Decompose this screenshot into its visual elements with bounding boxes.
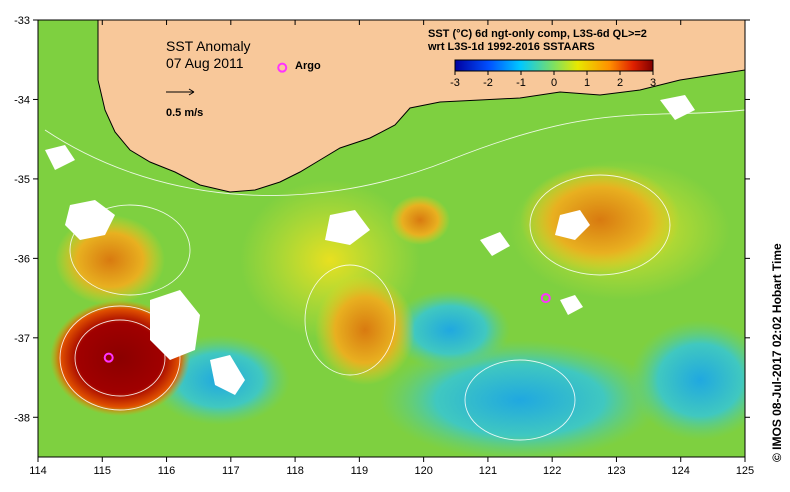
header-line-1: SST (°C) 6d ngt-only comp, L3S-6d QL>=2 <box>428 28 647 40</box>
argo-label: Argo <box>295 60 321 72</box>
y-tick-label: -33 <box>14 15 30 27</box>
map-date: 07 Aug 2011 <box>166 55 244 71</box>
x-tick-label: 114 <box>29 465 47 477</box>
x-tick-label: 115 <box>93 465 111 477</box>
argo-float-marker <box>103 352 114 363</box>
colorbar-tick-label: 3 <box>650 77 656 89</box>
cloud-mask <box>45 95 695 395</box>
copyright-text: © IMOS 08-Jul-2017 02:02 Hobart Time <box>770 243 784 462</box>
velocity-scale: 0.5 m/s <box>166 88 203 119</box>
y-tick-label: -36 <box>14 253 30 265</box>
scale-label: 0.5 m/s <box>166 107 203 119</box>
header-line-2: wrt L3S-1d 1992-2016 SSTAARS <box>427 41 595 53</box>
x-tick-label: 119 <box>351 465 369 477</box>
ssh-contours <box>44 109 745 441</box>
argo-legend-icon <box>277 62 288 73</box>
plot-frame <box>37 19 746 458</box>
x-tick-label: 118 <box>286 465 304 477</box>
colorbar-tick-label: 2 <box>617 77 623 89</box>
x-tick-label: 122 <box>543 465 561 477</box>
argo-floats <box>103 293 551 363</box>
argo-legend: Argo <box>277 60 321 73</box>
y-tick-label: -37 <box>14 333 30 345</box>
y-tick-label: -35 <box>14 174 30 186</box>
colorbar-gradient <box>454 59 654 72</box>
colorbar-tick-label: 0 <box>551 77 557 89</box>
y-tick-label: -38 <box>14 412 30 424</box>
sst-field <box>38 20 745 457</box>
colorbar-tick-label: -1 <box>516 77 526 89</box>
colorbar-tick-label: 1 <box>584 77 590 89</box>
colorbar-tick-label: -2 <box>483 77 493 89</box>
x-tick-label: 123 <box>607 465 625 477</box>
x-tick-label: 117 <box>222 465 240 477</box>
colorbar-ticks: -3 -2 -1 0 1 2 3 <box>450 71 656 89</box>
x-tick-label: 116 <box>158 465 176 477</box>
argo-float-marker <box>540 293 551 304</box>
y-axis: -33-34-35-36-37-38 <box>14 15 750 424</box>
colorbar: -3 -2 -1 0 1 2 3 <box>450 59 656 89</box>
x-tick-label: 120 <box>414 465 432 477</box>
x-tick-label: 121 <box>479 465 497 477</box>
x-axis: 114 115 116 117 118 119 120 121 122 123 124 125 <box>29 20 754 477</box>
x-tick-label: 125 <box>736 465 754 477</box>
map-title: SST Anomaly <box>166 38 251 54</box>
y-tick-label: -34 <box>14 94 30 106</box>
x-tick-label: 124 <box>672 465 690 477</box>
colorbar-tick-label: -3 <box>450 77 460 89</box>
